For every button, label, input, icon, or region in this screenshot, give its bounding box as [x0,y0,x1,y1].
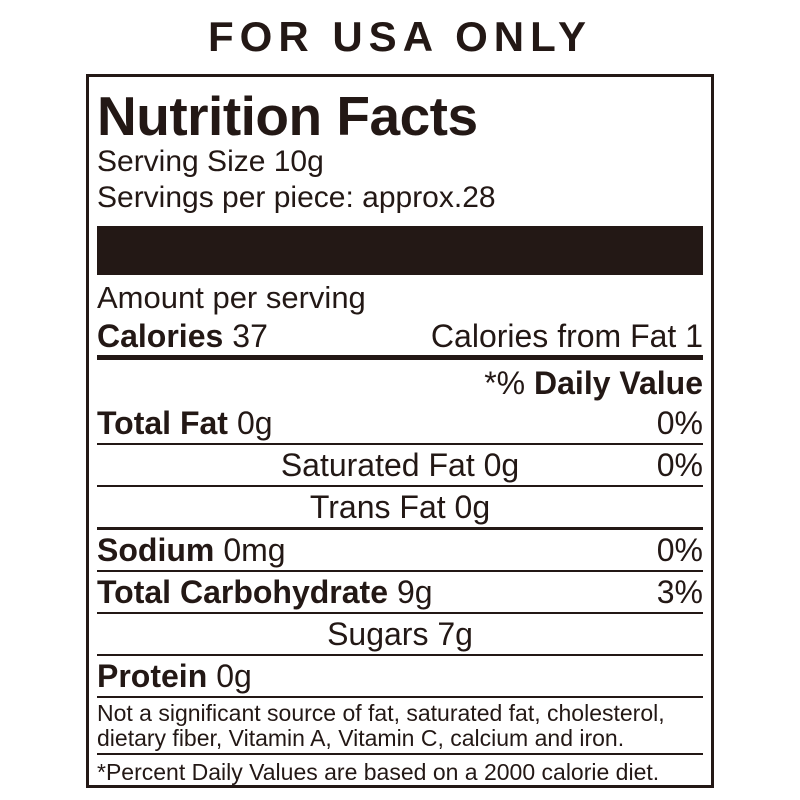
servings-per-piece-line: Servings per piece: approx.28 [97,181,496,214]
sodium-row: Sodium 0mg 0% [97,530,703,570]
saturated-fat-row: Saturated Fat 0g 0% [97,445,703,485]
trans-fat-label: Trans Fat 0g [309,489,491,525]
total-carbohydrate-dv: 3% [656,574,703,610]
thick-separator-bar [97,226,703,275]
total-fat-dv: 0% [656,405,703,441]
label-title: Nutrition Facts [97,85,478,147]
total-carbohydrate-amount: 9g [397,574,433,610]
protein-amount: 0g [216,658,252,694]
nutrition-facts-label: Nutrition Facts Serving Size 10g Serving… [86,74,714,788]
calories-value: 37 [232,318,268,354]
protein-row: Protein 0g [97,656,703,696]
divider-medium [97,355,703,360]
total-fat-amount: 0g [236,405,273,441]
calories-from-fat: Calories from Fat 1 [430,318,703,354]
total-carbohydrate-row: Total Carbohydrate 9g 3% [97,572,703,612]
total-carbohydrate-label: Total Carbohydrate [97,574,388,610]
divider [97,570,703,572]
percent-daily-values-footnote: *Percent Daily Values are based on a 200… [97,759,660,785]
sugars-row: Sugars 7g [97,614,703,654]
amount-per-serving-line: Amount per serving [97,280,366,315]
not-significant-footnote: Not a significant source of fat, saturat… [97,700,665,751]
serving-size-line: Serving Size 10g [97,145,324,178]
divider [97,443,703,445]
divider [97,753,703,755]
divider [97,696,703,698]
daily-value-label: Daily Value [534,365,703,401]
divider [97,654,703,656]
daily-value-prefix: *% [484,365,535,401]
calories-row: Calories 37 Calories from Fat 1 [97,317,703,355]
calories-label: Calories [97,318,224,354]
total-fat-row: Total Fat 0g 0% [97,403,703,443]
sugars-label: Sugars 7g [327,616,473,652]
total-fat-label: Total Fat [97,405,228,441]
divider [97,527,703,530]
protein-label: Protein [97,658,208,694]
sodium-amount: 0mg [223,532,286,568]
sodium-label: Sodium [97,532,215,568]
saturated-fat-label: Saturated Fat 0g [280,447,520,483]
saturated-fat-dv: 0% [656,447,703,483]
divider [97,612,703,614]
sodium-dv: 0% [656,532,703,568]
calories-cell: Calories 37 [97,317,268,355]
usa-only-heading: FOR USA ONLY [208,13,592,60]
divider [97,485,703,487]
daily-value-header: *% Daily Value [97,360,703,403]
trans-fat-row: Trans Fat 0g [97,487,703,527]
